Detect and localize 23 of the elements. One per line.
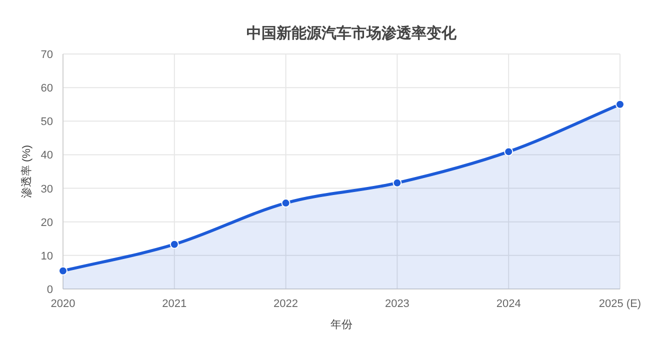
point: [170, 240, 179, 249]
x-tick-label: 2025 (E): [598, 298, 642, 310]
chart-title: 中国新能源汽车市场渗透率变化: [246, 24, 458, 42]
x-tick-label: 2024: [496, 298, 521, 310]
y-tick-label: 20: [40, 216, 53, 229]
point: [392, 178, 402, 188]
y-tick-label: 60: [40, 82, 53, 95]
point: [58, 266, 68, 276]
x-tick-label: 2021: [162, 298, 187, 310]
point: [616, 100, 624, 109]
y-tick-label: 70: [40, 49, 53, 61]
x-tick-label: 2023: [384, 298, 410, 310]
y-tick-label: 40: [40, 150, 53, 162]
y-tick-label: 0: [46, 284, 53, 296]
x-axis-title: 年份: [330, 319, 352, 331]
point: [281, 198, 290, 208]
x-tick-label: 2022: [274, 298, 298, 310]
y-axis-title: 渗透率 (%): [20, 144, 33, 198]
x-tick-label: 2020: [50, 298, 76, 310]
y-tick-label: 50: [40, 116, 53, 128]
y-tick-label: 30: [40, 183, 53, 196]
y-tick-label: 10: [40, 250, 53, 262]
point: [504, 147, 514, 156]
